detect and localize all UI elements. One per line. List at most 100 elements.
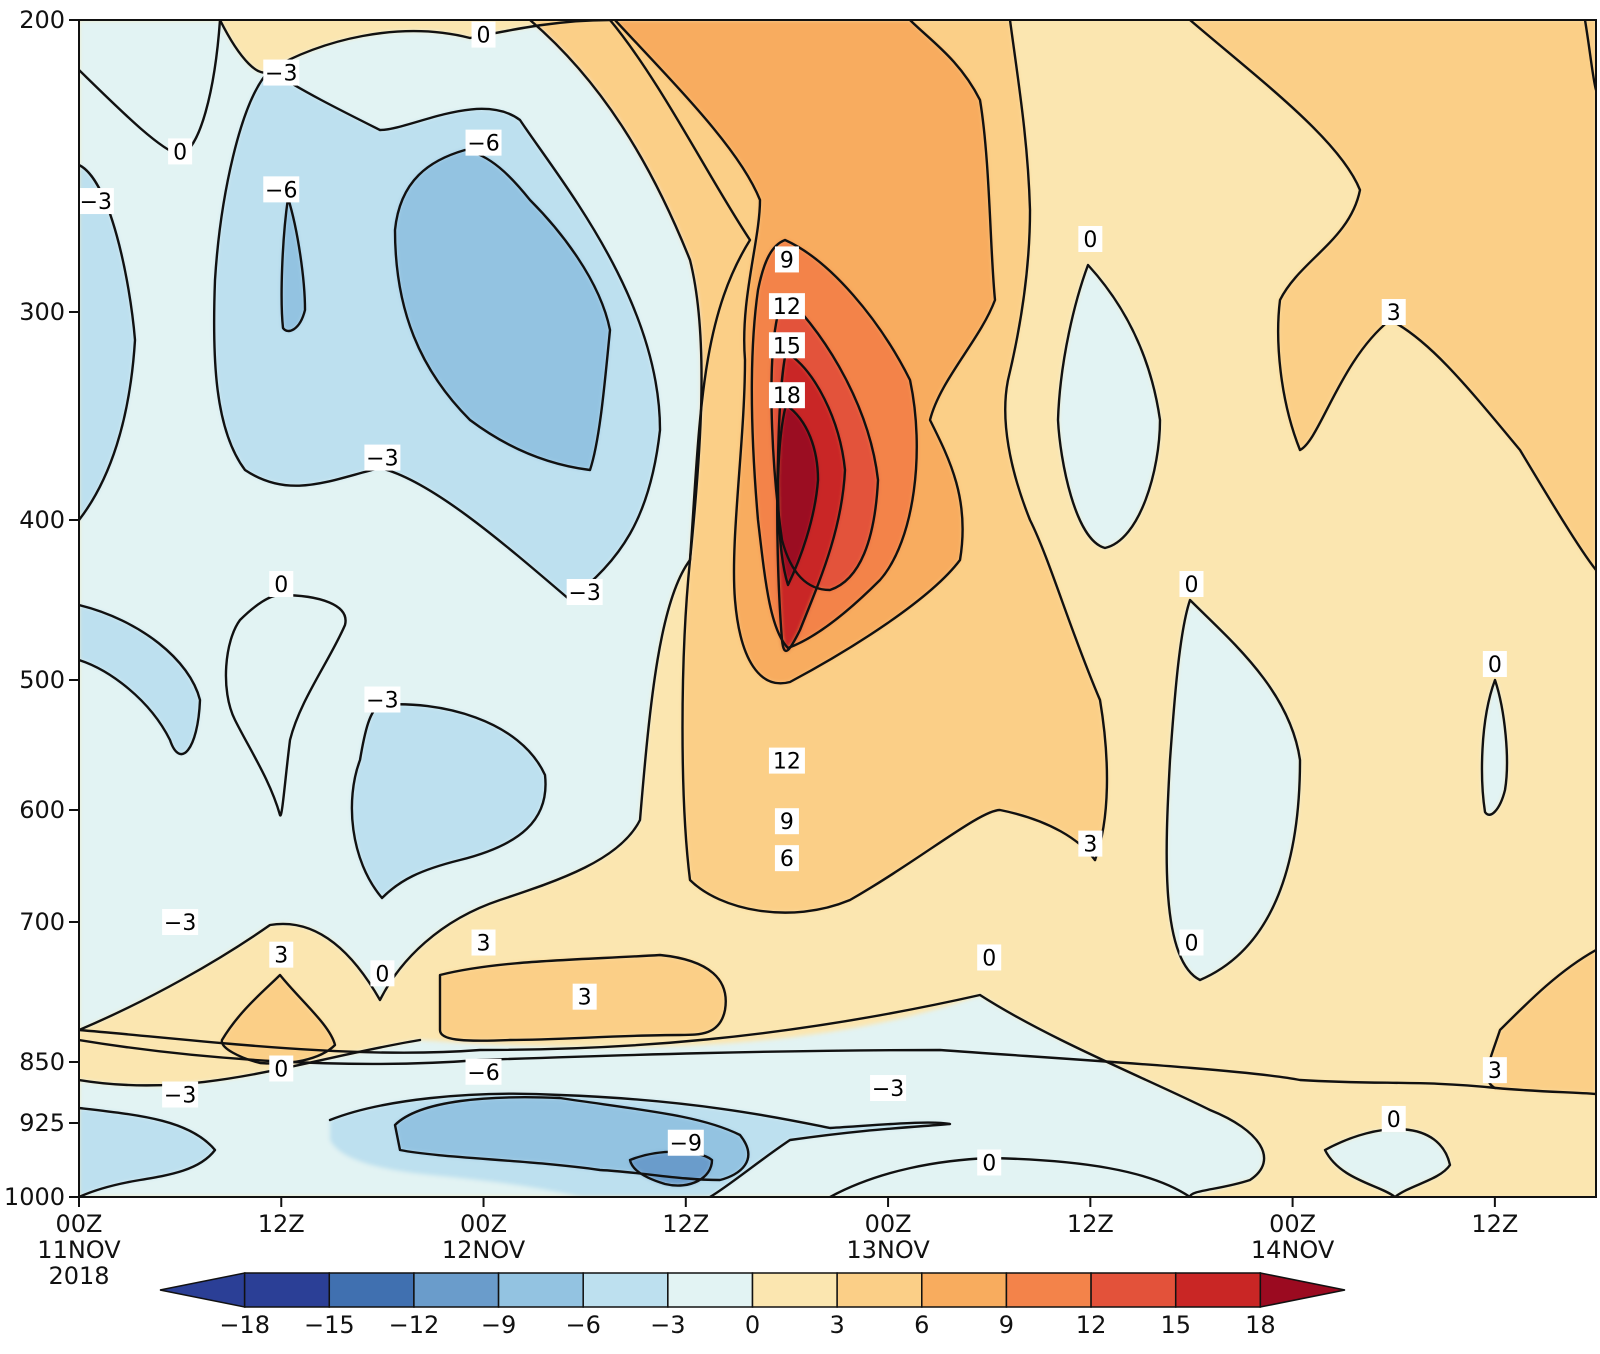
colorbar-extend-min bbox=[159, 1272, 246, 1308]
x-tick-label: 00Z bbox=[56, 1210, 103, 1238]
contour-label-box bbox=[774, 808, 799, 835]
contour-label: 9 bbox=[780, 248, 794, 273]
colorbar-segment bbox=[1005, 1272, 1092, 1308]
contour-label: 0 bbox=[1184, 573, 1198, 598]
contour-line bbox=[79, 603, 202, 756]
colorbar-tick-label: 0 bbox=[745, 1311, 760, 1339]
fill-band-neg3-to-neg6-mid bbox=[351, 704, 546, 898]
colorbar-segment bbox=[243, 1272, 331, 1308]
contour-label: 12 bbox=[773, 295, 801, 320]
colorbar-tick-label: −9 bbox=[481, 1311, 516, 1339]
contour-label: 0 bbox=[982, 1151, 996, 1176]
contour-line bbox=[1165, 598, 1302, 982]
y-tick-label: 500 bbox=[19, 666, 65, 694]
contour-line bbox=[79, 993, 1266, 1197]
contour-label: 0 bbox=[274, 573, 288, 598]
contour-label-box bbox=[870, 1075, 907, 1102]
contour-label: 18 bbox=[773, 384, 801, 409]
contour-label: 3 bbox=[578, 986, 592, 1011]
contour-line bbox=[393, 148, 612, 472]
contour-label-box bbox=[768, 293, 805, 320]
x-tick-label: 00Z bbox=[1269, 1210, 1316, 1238]
fill-band-3-to-6-lowright bbox=[1487, 950, 1596, 1094]
colorbar-segment bbox=[328, 1272, 415, 1308]
contour-label: 0 bbox=[274, 1058, 288, 1083]
contour-label: −3 bbox=[366, 689, 398, 714]
contour-label-box bbox=[768, 382, 805, 409]
x-tick-label: 00Z bbox=[460, 1210, 507, 1238]
contour-line bbox=[79, 1106, 217, 1197]
contour-label: 0 bbox=[173, 140, 187, 165]
contour-label: −6 bbox=[265, 178, 297, 203]
colorbar-segment bbox=[836, 1272, 923, 1308]
contour-label: −3 bbox=[872, 1077, 904, 1102]
colorbar-tick-label: −15 bbox=[304, 1311, 355, 1339]
contour-line bbox=[1004, 20, 1109, 862]
contour-label: −6 bbox=[467, 132, 499, 157]
contour-label-box bbox=[162, 1081, 199, 1108]
contour-label: −3 bbox=[164, 911, 196, 936]
x-tick-label: 12Z bbox=[662, 1210, 709, 1238]
fill-region-neg-right2 bbox=[1166, 600, 1300, 980]
contour-label-box bbox=[1078, 226, 1103, 252]
contour-label-box bbox=[774, 845, 799, 872]
contour-line bbox=[79, 1038, 422, 1087]
contour-label-box bbox=[1078, 830, 1103, 857]
fill-band-3-to-6-lowleft bbox=[221, 975, 335, 1064]
colorbar-extend-max bbox=[1259, 1272, 1346, 1308]
contour-label-box bbox=[465, 129, 502, 156]
contour-label-box bbox=[162, 909, 199, 935]
y-tick-label: 200 bbox=[19, 6, 65, 34]
x-tick-label: 12Z bbox=[1067, 1210, 1114, 1238]
colorbar-tick-label: −6 bbox=[566, 1311, 601, 1339]
contour-label-box bbox=[263, 59, 300, 86]
contour-label-box bbox=[566, 579, 603, 605]
contour-line bbox=[280, 196, 307, 333]
colorbar: −18 −15 −12 −9 −6 −3 0 3 6 9 12 15 18 bbox=[159, 1272, 1346, 1339]
contour-label-box bbox=[768, 747, 805, 774]
contour-line bbox=[328, 1092, 952, 1197]
contour-label-box bbox=[1482, 1057, 1507, 1084]
x-tick-label: 12NOV bbox=[442, 1236, 526, 1264]
contour-label: 0 bbox=[982, 946, 996, 971]
contour-label: −6 bbox=[467, 1061, 499, 1086]
y-axis: 200 300 400 500 600 700 850 925 1000 bbox=[4, 6, 79, 1211]
fill-region-neg-right3 bbox=[1482, 680, 1507, 815]
colorbar-tick-label: 6 bbox=[914, 1311, 929, 1339]
contour-label: 9 bbox=[780, 810, 794, 835]
contour-line bbox=[79, 1038, 1596, 1096]
contour-label: −3 bbox=[568, 581, 600, 606]
contour-label-box bbox=[1179, 929, 1204, 956]
contour-label: 15 bbox=[773, 334, 801, 359]
y-tick-label: 1000 bbox=[4, 1183, 65, 1211]
fill-region-neg-right4 bbox=[1325, 1129, 1450, 1197]
contour-label: 0 bbox=[1083, 228, 1097, 253]
colorbar-tick-label: 12 bbox=[1076, 1311, 1107, 1339]
contour-label-box bbox=[1482, 651, 1507, 677]
contour-label: −3 bbox=[265, 62, 297, 87]
colorbar-segment bbox=[667, 1272, 754, 1308]
contour-labels: 0 −3 0 −3 −6 −6 −3 −3 0 −3 −3 3 0 3 3 0 −6 −3 −9 9 12 15 18 12 9… bbox=[79, 21, 1507, 1176]
x-tick-label: 11NOV bbox=[37, 1236, 121, 1264]
y-tick-label: 850 bbox=[19, 1048, 65, 1076]
fill-band-3-to-6-right bbox=[1190, 20, 1596, 570]
contour-line bbox=[776, 403, 820, 587]
contour-label-box bbox=[269, 571, 294, 597]
colorbar-tick-label: 3 bbox=[830, 1311, 845, 1339]
contour-line bbox=[350, 703, 547, 900]
contour-label: 3 bbox=[1083, 833, 1097, 858]
contour-label-box bbox=[269, 1055, 294, 1082]
contour-label: 0 bbox=[477, 24, 491, 49]
contour-label-box bbox=[364, 686, 401, 713]
contour-label-box bbox=[774, 246, 799, 273]
contour-label: 3 bbox=[274, 944, 288, 969]
contour-label-box bbox=[572, 983, 597, 1010]
x-tick-label: 2018 bbox=[48, 1262, 109, 1290]
colorbar-segment bbox=[497, 1272, 584, 1308]
contour-label-box bbox=[1179, 571, 1204, 597]
colorbar-tick-label: −18 bbox=[219, 1311, 270, 1339]
plot-frame bbox=[78, 19, 1597, 1198]
contour-label: 0 bbox=[1488, 653, 1502, 678]
